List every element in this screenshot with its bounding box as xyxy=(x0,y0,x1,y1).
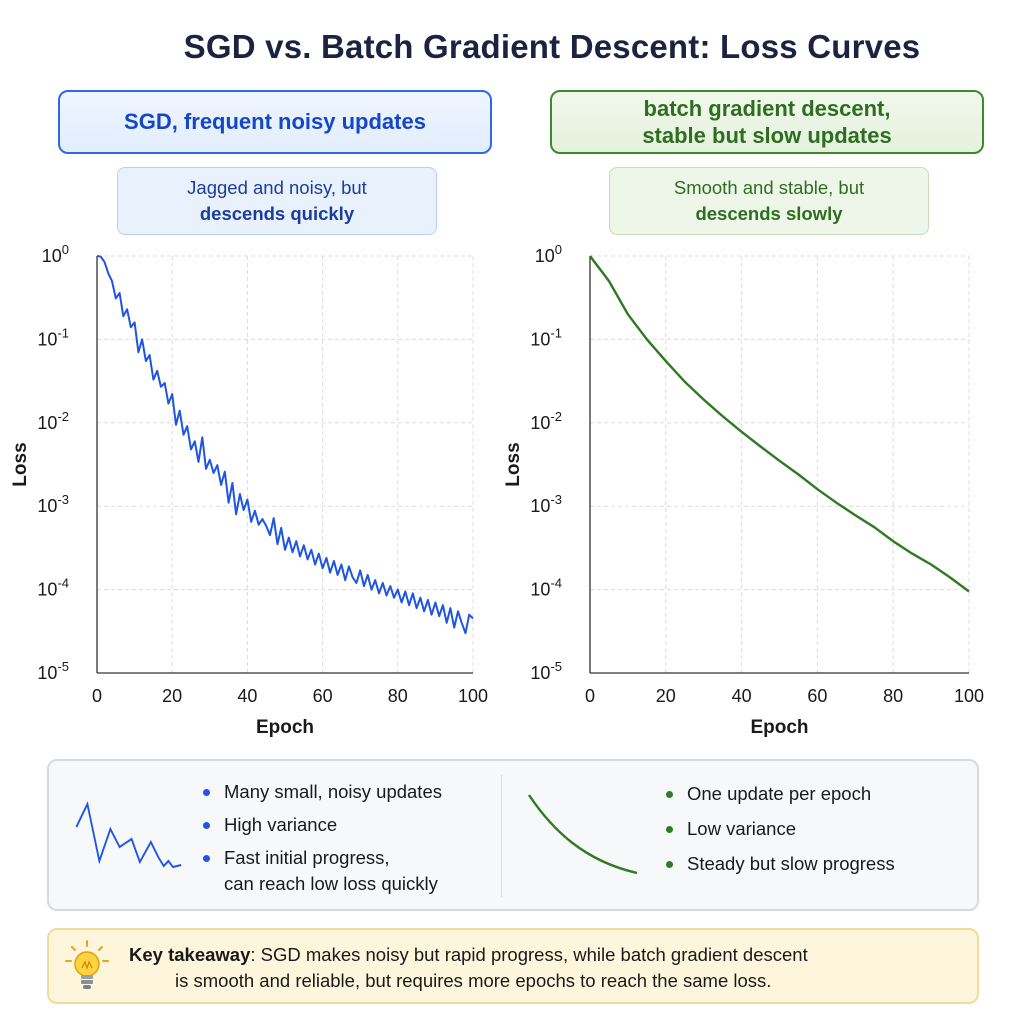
key-takeaway-panel: Key takeaway: SGD makes noisy but rapid … xyxy=(47,928,979,1004)
x-axis-label: Epoch xyxy=(750,717,808,738)
sgd-note-line2: descends quickly xyxy=(199,203,355,224)
x-axis-label: Epoch xyxy=(256,717,314,738)
batch-loss-line xyxy=(589,255,970,593)
takeaway-text: Key takeaway: SGD makes noisy but rapid … xyxy=(129,942,929,994)
batch-bullet-dot xyxy=(666,826,673,833)
x-tick-label: 40 xyxy=(732,686,752,706)
sgd-method-label: SGD, frequent noisy updates xyxy=(58,90,492,154)
batch-legend-icon xyxy=(528,794,638,875)
x-tick-label: 60 xyxy=(313,686,333,706)
y-tick-label: 10-4 xyxy=(530,576,562,600)
sgd-note-line1: Jagged and noisy, but xyxy=(187,177,367,198)
y-tick-label: 10-2 xyxy=(530,409,562,433)
batch-method-label-line2: stable but slow updates xyxy=(642,123,892,148)
batch-method-label: batch gradient descent, stable but slow … xyxy=(550,90,984,154)
batch-legend-item-2: Low variance xyxy=(687,818,797,839)
legend-divider xyxy=(501,775,502,897)
x-tick-label: 20 xyxy=(656,686,676,706)
y-axis-label: Loss xyxy=(503,442,524,486)
sgd-legend-item-2: High variance xyxy=(224,814,338,835)
sgd-loss-chart: 0 20 40 60 80 100 100 10-1 10-2 10-3 10-4 10-5 Epoch… xyxy=(10,242,488,738)
x-tick-label: 0 xyxy=(92,686,102,706)
y-axis-label: Loss xyxy=(10,442,31,486)
y-tick-label: 10-1 xyxy=(530,325,562,349)
lightbulb-icon xyxy=(65,940,109,989)
sgd-legend-item-1: Many small, noisy updates xyxy=(224,781,442,802)
y-tick-label: 10-1 xyxy=(37,325,69,349)
batch-note-line2: descends slowly xyxy=(695,203,843,224)
sgd-bullet-dot xyxy=(203,789,210,796)
y-tick-label: 10-4 xyxy=(37,576,69,600)
y-tick-label: 10-5 xyxy=(530,659,562,683)
batch-note: Smooth and stable, but descends slowly xyxy=(609,167,929,235)
legend-panel: Many small, noisy updates High variance … xyxy=(47,759,979,911)
batch-bullet-dot xyxy=(666,861,673,868)
x-tick-label: 0 xyxy=(585,686,595,706)
x-tick-label: 100 xyxy=(954,686,984,706)
batch-loss-chart: 0 20 40 60 80 100 100 10-1 10-2 10-3 10-4 10-5 Epoch… xyxy=(503,242,984,738)
sgd-legend-item-4: can reach low loss quickly xyxy=(224,873,438,894)
takeaway-label: Key takeaway xyxy=(129,944,251,965)
y-tick-label: 10-5 xyxy=(37,659,69,683)
sgd-bullet-dot xyxy=(203,822,210,829)
x-tick-label: 60 xyxy=(807,686,827,706)
sgd-note: Jagged and noisy, but descends quickly xyxy=(117,167,437,235)
page-title: SGD vs. Batch Gradient Descent: Loss Cur… xyxy=(183,28,921,65)
batch-note-line1: Smooth and stable, but xyxy=(673,177,865,198)
sgd-bullet-dot xyxy=(203,855,210,862)
x-tick-label: 40 xyxy=(237,686,257,706)
x-tick-label: 80 xyxy=(388,686,408,706)
sgd-legend-item-3: Fast initial progress, xyxy=(224,847,390,868)
x-tick-label: 80 xyxy=(883,686,903,706)
batch-bullet-dot xyxy=(666,791,673,798)
batch-legend-item-3: Steady but slow progress xyxy=(687,853,895,874)
takeaway-line2: is smooth and reliable, but requires mor… xyxy=(175,970,772,991)
batch-method-label-line1: batch gradient descent, xyxy=(643,96,891,121)
x-tick-label: 100 xyxy=(458,686,488,706)
y-tick-label: 100 xyxy=(535,242,562,266)
y-tick-label: 10-3 xyxy=(530,492,562,516)
batch-legend-item-1: One update per epoch xyxy=(687,783,872,804)
sgd-legend-icon xyxy=(75,801,182,869)
takeaway-line1: : SGD makes noisy but rapid progress, wh… xyxy=(250,944,808,965)
y-tick-label: 100 xyxy=(42,242,69,266)
y-tick-label: 10-2 xyxy=(37,409,69,433)
x-tick-label: 20 xyxy=(162,686,182,706)
sgd-loss-line xyxy=(96,255,474,635)
y-tick-label: 10-3 xyxy=(37,492,69,516)
